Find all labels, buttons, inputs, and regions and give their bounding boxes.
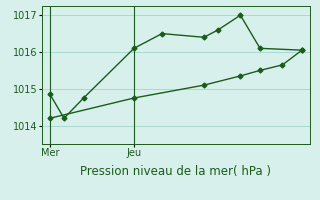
- X-axis label: Pression niveau de la mer( hPa ): Pression niveau de la mer( hPa ): [81, 165, 271, 178]
